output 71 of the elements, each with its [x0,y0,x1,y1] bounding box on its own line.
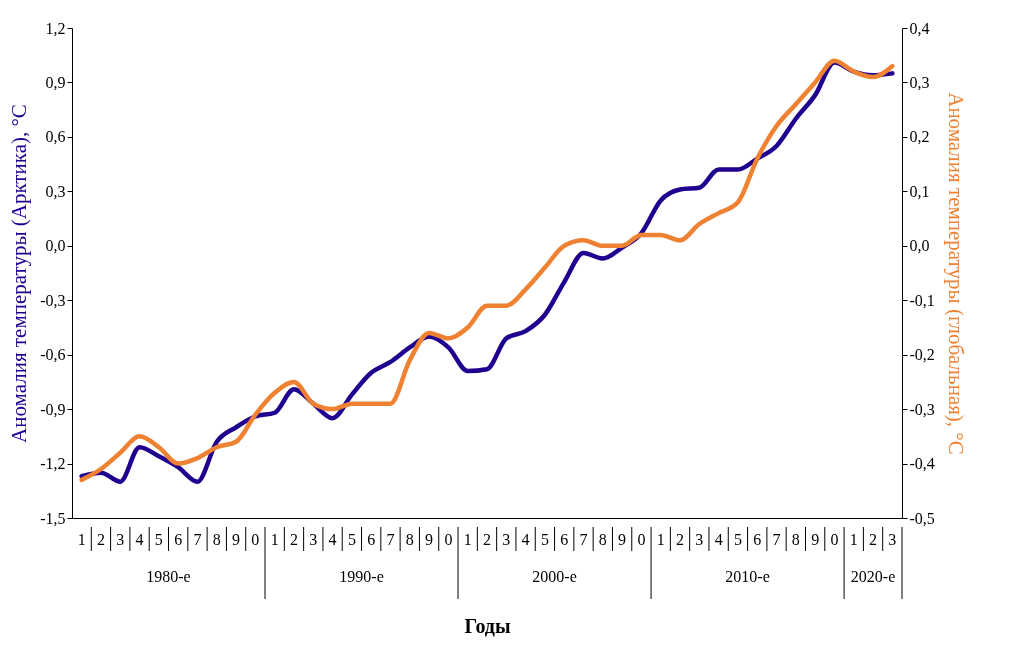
y-tick-label: 0,0 [45,237,66,255]
x-tick-label: 1 [849,531,858,548]
y-tick-label: 1,2 [45,19,66,37]
x-tick-label: 4 [714,531,723,548]
x-tick-label: 2 [869,531,878,548]
y2-tick-label: -0,4 [909,455,935,473]
text: 1990-е [339,568,384,585]
x-tick-label: 4 [328,531,337,548]
x-tick-label: 6 [753,531,762,548]
x-tick-label: 2 [483,531,491,548]
x-tick-label: 5 [540,531,549,548]
x-tick-label: 9 [232,531,241,548]
x-tick-label: 5 [733,531,742,548]
y2-tick-label: -0,1 [909,291,935,309]
x-tick-label: 3 [888,531,897,548]
y2-tick-label: 0,4 [909,19,930,37]
y2-tick-label: 0,0 [909,237,930,255]
x-tick-label: 0 [444,531,453,548]
y-tick-label: -1,2 [40,455,66,473]
y-tick-label: -0,3 [40,291,66,309]
x-tick-label: 3 [309,531,318,548]
x-tick-label: 0 [251,531,260,548]
x-tick-label: 6 [367,531,376,548]
x-axis-title: Годы [464,614,511,637]
text: 2020-е [850,568,896,585]
x-tick-label: 4 [521,531,530,548]
y-tick-label: -1,5 [40,509,66,527]
x-tick-label: 6 [560,531,569,548]
x-tick-label: 7 [772,531,781,548]
x-tick-label: 4 [135,531,144,548]
x-tick-label: 8 [791,531,800,548]
x-tick-label: 2 [289,531,298,548]
x-tick-label: 9 [811,531,820,548]
x-tick-label: 0 [637,531,646,548]
x-tick-label: 1 [77,531,86,548]
x-tick-label: 9 [618,531,627,548]
x-tick-label: 0 [830,531,839,548]
x-tick-label: 1 [463,531,472,548]
y-tick-label: 0,6 [45,128,66,146]
text: 1980-е [146,568,191,585]
y-tick-label: -0,6 [40,346,66,364]
x-tick-label: 1 [656,531,665,548]
y2-axis-title: Аномалия температуры (глобальная), °С [943,92,968,455]
x-tick-label: 3 [502,531,511,548]
x-tick-label: 7 [193,531,202,548]
text: 2000-е [532,568,577,585]
x-tick-label: 7 [579,531,588,548]
y2-tick-label: 0,3 [909,73,930,91]
x-tick-label: 7 [386,531,395,548]
x-tick-label: 1 [270,531,279,548]
y-tick-label: 0,3 [45,182,66,200]
y2-tick-label: 0,1 [909,182,930,200]
x-tick-label: 3 [116,531,125,548]
y2-tick-label: 0,2 [909,128,930,146]
x-tick-label: 3 [695,531,704,548]
y-tick-label: -0,9 [40,400,66,418]
y2-tick-label: -0,5 [909,509,935,527]
y2-tick-label: -0,3 [909,400,935,418]
y-axis-title: Аномалия температуры (Арктика), °С [7,104,32,443]
y-tick-label: 0,9 [45,73,66,91]
text: 2010-е [725,568,770,585]
x-tick-label: 6 [174,531,183,548]
x-tick-label: 8 [212,531,221,548]
x-tick-label: 2 [676,531,685,548]
x-tick-label: 8 [405,531,414,548]
y2-tick-label: -0,2 [909,346,935,364]
x-tick-label: 5 [154,531,163,548]
x-tick-label: 2 [96,531,105,548]
x-tick-label: 8 [598,531,607,548]
x-tick-label: 9 [425,531,434,548]
x-tick-label: 5 [347,531,356,548]
